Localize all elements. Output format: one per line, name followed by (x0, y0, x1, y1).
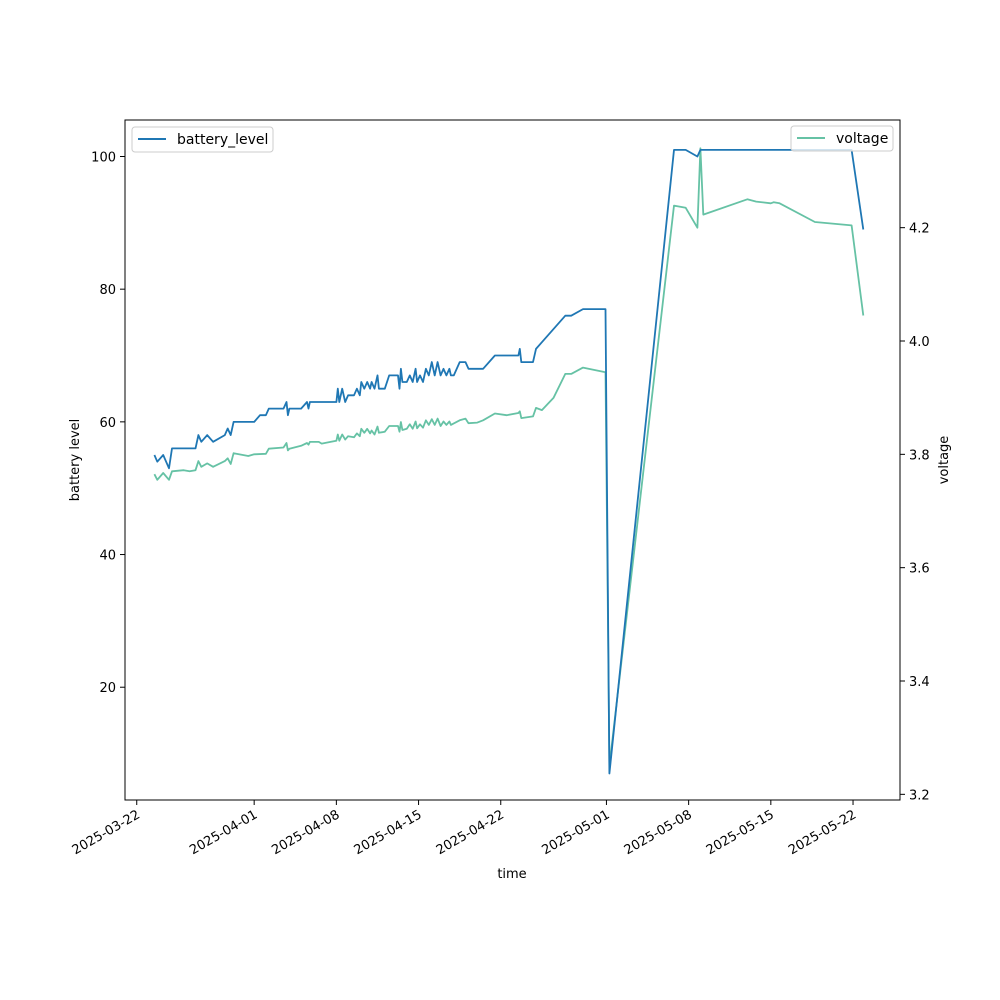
y-right-tick-label: 3.8 (909, 448, 930, 463)
y-left-tick-label: 60 (99, 416, 116, 431)
y-right-tick-label: 4.0 (909, 335, 930, 350)
y-axis-right-label: voltage (937, 436, 952, 485)
y-left-tick-label: 40 (99, 549, 116, 564)
y-right-tick-label: 3.2 (909, 788, 930, 803)
series-line-voltage (153, 147, 865, 767)
y-left-tick-label: 20 (99, 681, 116, 696)
legend-right-box (790, 125, 894, 152)
legend-left: battery_level (131, 126, 274, 153)
y-axis-left: 20 40 60 80 100 (91, 150, 125, 696)
legend-left-box (131, 126, 274, 153)
series-layer (153, 147, 865, 775)
x-axis-label: time (497, 867, 526, 882)
legend-right-label: voltage (836, 131, 888, 147)
legend-right: voltage (790, 125, 894, 152)
plot-frame (124, 119, 901, 801)
y-right-tick-label: 3.4 (909, 675, 930, 690)
y-axis-left-label: battery level (68, 419, 83, 502)
series-line-battery-level (153, 149, 865, 775)
y-right-tick-label: 3.6 (909, 562, 930, 577)
y-right-tick-label: 4.2 (909, 222, 930, 237)
y-left-tick-label: 100 (91, 150, 116, 165)
y-left-tick-label: 80 (99, 283, 116, 298)
legend-left-label: battery_level (177, 132, 268, 148)
y-axis-right: 3.2 3.4 3.6 3.8 4.0 4.2 (900, 222, 930, 803)
